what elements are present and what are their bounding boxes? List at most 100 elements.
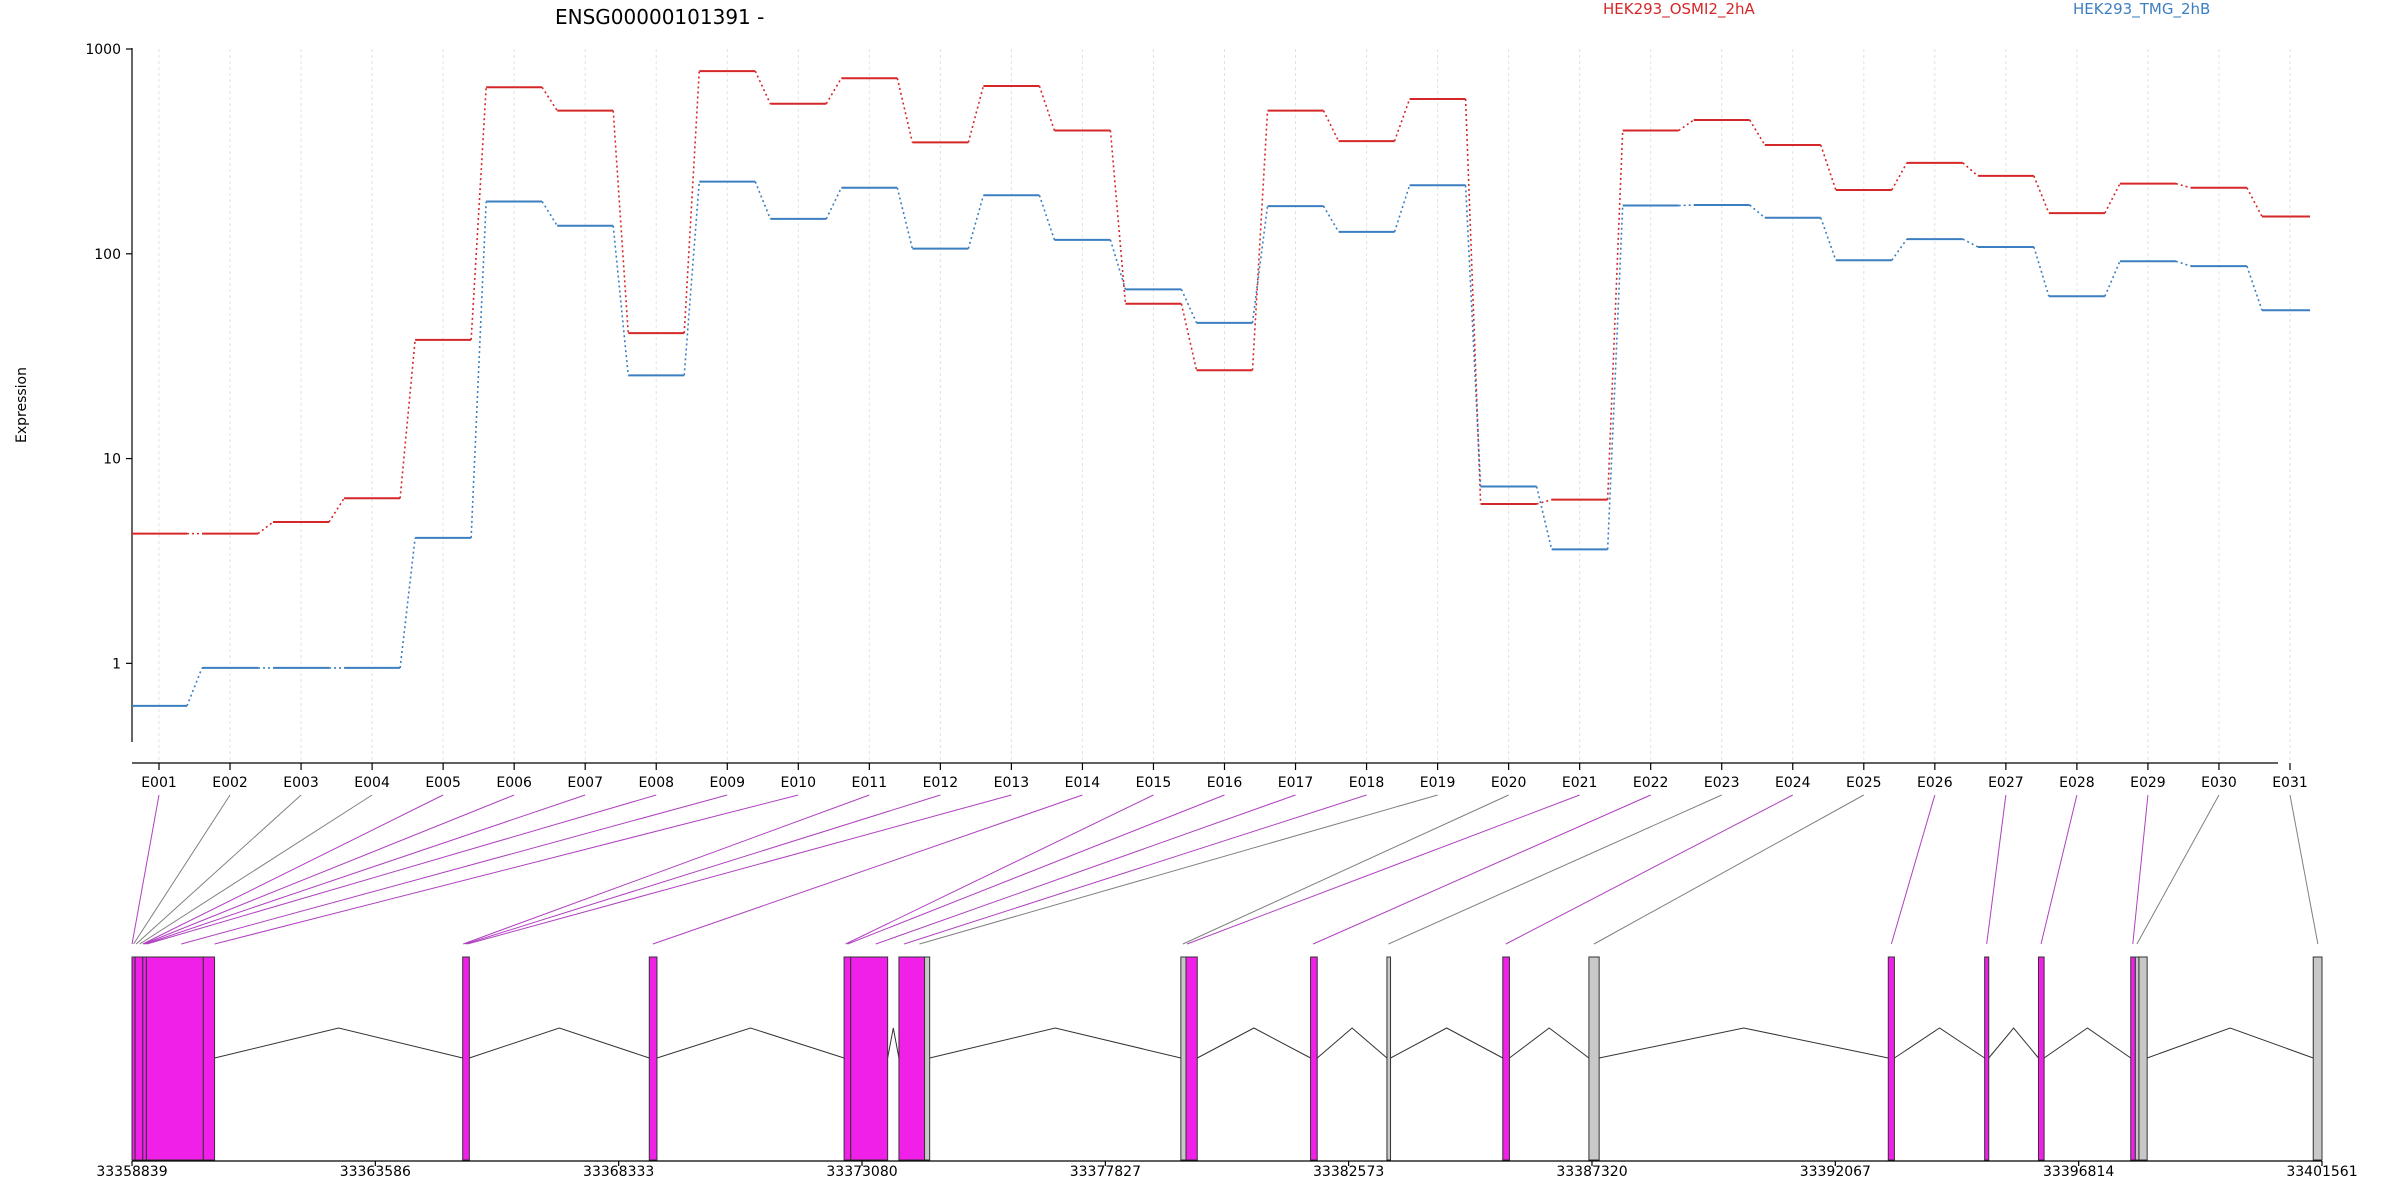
series-connector: [1109, 130, 1127, 304]
series-connector: [1464, 98, 1482, 505]
x-tick-label: E025: [1846, 775, 1882, 791]
coordinate-tick-label: 33382573: [1313, 1164, 1384, 1180]
bin-connectors: [131, 794, 2319, 945]
series-connector: [1180, 289, 1198, 324]
series-connector: [683, 181, 701, 376]
series-connector: [1180, 303, 1198, 371]
y-tick-label: 1: [112, 656, 121, 672]
coordinate-tick-label: 33387320: [1556, 1164, 1627, 1180]
coordinate-tick-label: 33392067: [1800, 1164, 1871, 1180]
exon-noncoding: [1588, 956, 1600, 1161]
series-connector: [2175, 260, 2192, 267]
x-tick-label: E009: [709, 775, 745, 791]
intron: [2043, 1027, 2132, 1059]
intron: [214, 1027, 463, 1059]
bin-connector: [142, 794, 444, 945]
series-connector: [2246, 187, 2263, 217]
series-connector: [2033, 175, 2050, 214]
series-connector: [612, 225, 630, 376]
intron: [929, 1027, 1181, 1059]
series-connector: [896, 78, 914, 143]
intron: [469, 1027, 650, 1059]
series-connector: [1393, 98, 1411, 142]
series-connector: [1536, 498, 1552, 505]
coordinate-tick-label: 33396814: [2043, 1164, 2114, 1180]
x-tick-label: E004: [354, 775, 390, 791]
bin-connector: [146, 794, 657, 945]
x-tick-label: E005: [425, 775, 461, 791]
exon-coding: [648, 956, 658, 1161]
x-tick-label: E011: [852, 775, 888, 791]
y-ticks: 1 10 100 1000: [85, 42, 132, 672]
intron: [1894, 1027, 1985, 1059]
x-tick-label: E015: [1136, 775, 1172, 791]
y-tick-label: 100: [94, 247, 121, 263]
x-tick-label: E029: [2130, 775, 2166, 791]
series-connector: [1820, 144, 1837, 191]
series-connector: [470, 201, 487, 538]
bin-connector: [1186, 794, 1580, 945]
exon-coding: [134, 956, 144, 1161]
series-connector: [1749, 204, 1766, 219]
coordinate-tick-label: 33368333: [583, 1164, 654, 1180]
y-tick-label: 1000: [85, 42, 121, 58]
genomic-coordinate-axis: 33358839 33363586 33368333 33373080 33377827…: [96, 1160, 2358, 1180]
intron: [1509, 1027, 1590, 1059]
series-connector: [967, 195, 985, 249]
exon-noncoding: [924, 956, 931, 1161]
intron: [1390, 1027, 1504, 1059]
exon-coding: [462, 956, 470, 1161]
x-tick-label: E027: [1988, 775, 2024, 791]
series-connector: [967, 85, 985, 143]
coordinate-tick-label: 33358839: [96, 1164, 167, 1180]
series-connector: [1891, 238, 1908, 261]
series-connector: [1109, 239, 1127, 290]
series-connector: [1322, 205, 1340, 233]
bin-connector: [145, 794, 586, 945]
exon-noncoding: [1386, 956, 1392, 1161]
x-tick-label: E001: [141, 775, 177, 791]
series-connector: [612, 110, 630, 334]
exon-coding: [145, 956, 204, 1161]
series-connector: [1891, 162, 1908, 191]
intron: [887, 1027, 900, 1059]
x-tick-label: E008: [638, 775, 674, 791]
coordinate-tick-label: 33377827: [1070, 1164, 1141, 1180]
exon-coding: [202, 956, 216, 1161]
y-axis-label: Expression: [14, 367, 30, 443]
x-tick-label: E012: [923, 775, 959, 791]
bin-connector: [2132, 794, 2149, 945]
exon-noncoding: [1180, 956, 1187, 1161]
x-tick-label: E019: [1420, 775, 1456, 791]
x-tick-label: E028: [2059, 775, 2095, 791]
vertical-grid: [158, 49, 2291, 763]
exon-coding: [1185, 956, 1198, 1161]
series-connector: [825, 187, 843, 220]
series-connector: [754, 181, 772, 220]
chart-title: ENSG00000101391 -: [555, 5, 764, 29]
gene-model: [131, 956, 2323, 1161]
bin-connector: [214, 794, 799, 945]
series-connector: [541, 86, 558, 112]
legend-entry-tmg: HEK293_TMG_2hB: [2073, 0, 2210, 19]
series-connector: [2033, 246, 2050, 297]
x-tick-label: E024: [1775, 775, 1811, 791]
x-tick-label: E002: [212, 775, 248, 791]
bin-connector: [463, 794, 870, 945]
exon-coding: [1984, 956, 1990, 1161]
series-connector: [1464, 185, 1482, 487]
exon-coding: [1502, 956, 1510, 1161]
series-connector: [328, 497, 345, 523]
series-connector: [399, 537, 416, 669]
intron: [656, 1027, 845, 1059]
x-tick-label: E013: [994, 775, 1030, 791]
series-connector: [541, 201, 558, 227]
bin-connector: [133, 794, 231, 945]
series-connector: [257, 521, 274, 535]
bin-connector: [1593, 794, 1865, 945]
x-ticks: E001 E002 E003 E004 E005 E006 E007 E008 E009 E010…: [141, 763, 2308, 791]
bin-connector: [1182, 794, 1509, 945]
bin-connector: [1986, 794, 2007, 945]
series-connector: [1606, 130, 1624, 500]
